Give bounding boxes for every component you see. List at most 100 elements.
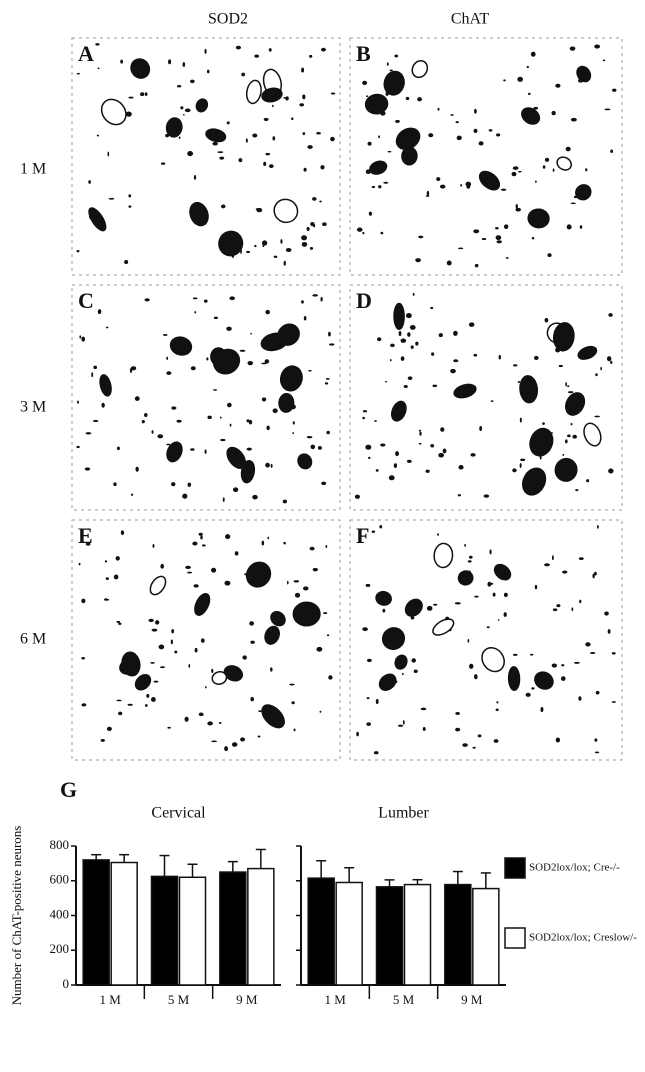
cell <box>507 666 521 692</box>
speck <box>319 710 322 713</box>
cell <box>381 627 406 650</box>
speck <box>481 238 487 241</box>
speck <box>407 332 411 337</box>
cell <box>261 704 285 729</box>
speck <box>182 62 186 68</box>
speck <box>438 452 445 458</box>
speck <box>170 639 173 645</box>
speck <box>301 235 308 241</box>
panel-letter: B <box>356 41 371 66</box>
speck <box>415 341 419 346</box>
cell <box>223 665 244 682</box>
cell <box>270 610 286 627</box>
speck <box>320 47 326 52</box>
speck <box>310 221 315 227</box>
speck <box>455 121 459 124</box>
speck <box>310 444 316 450</box>
cell <box>211 671 228 685</box>
speck <box>239 349 246 352</box>
speck <box>573 661 580 664</box>
cell <box>121 651 141 677</box>
speck <box>376 337 382 342</box>
speck <box>206 357 209 361</box>
cell <box>195 98 209 113</box>
speck <box>211 668 214 673</box>
speck <box>307 145 313 149</box>
speck <box>328 331 331 337</box>
speck <box>106 726 112 731</box>
speck <box>309 546 315 551</box>
speck <box>534 584 538 590</box>
speck <box>437 533 439 536</box>
speck <box>385 380 388 383</box>
speck <box>303 167 307 172</box>
panel-letter: C <box>78 288 94 313</box>
y-tick-label: 600 <box>50 872 70 887</box>
speck <box>467 560 472 563</box>
speck <box>120 530 125 536</box>
speck <box>544 563 550 567</box>
speck <box>533 355 539 361</box>
cell <box>189 201 209 227</box>
speck <box>462 743 468 747</box>
cell <box>493 563 512 581</box>
speck <box>293 728 296 732</box>
speck <box>428 133 434 138</box>
speck <box>468 555 473 559</box>
speck <box>200 535 203 540</box>
y-tick-label: 200 <box>50 941 70 956</box>
speck <box>455 727 461 732</box>
speck <box>193 174 197 180</box>
speck <box>272 408 278 414</box>
speck <box>144 92 148 96</box>
cell <box>130 58 151 79</box>
speck <box>570 422 573 426</box>
speck <box>496 240 502 244</box>
y-tick-label: 400 <box>50 906 70 921</box>
speck <box>325 544 328 549</box>
speck <box>247 361 254 366</box>
speck <box>570 117 577 122</box>
cell <box>212 348 241 375</box>
speck <box>326 430 330 435</box>
cell <box>261 87 283 103</box>
speck <box>203 299 208 303</box>
micrograph <box>71 37 341 276</box>
speck <box>289 683 295 686</box>
speck <box>531 236 535 240</box>
speck <box>579 599 582 604</box>
speck <box>282 499 288 504</box>
cell <box>134 673 152 691</box>
speck <box>489 549 492 555</box>
speck <box>218 721 222 725</box>
speck <box>177 84 182 88</box>
speck <box>308 369 312 372</box>
speck <box>526 65 529 69</box>
speck <box>81 336 86 342</box>
speck <box>611 701 616 703</box>
cell <box>395 127 421 150</box>
speck <box>166 371 172 375</box>
y-tick-label: 800 <box>50 837 70 852</box>
speck <box>283 541 286 545</box>
cell <box>149 575 167 596</box>
panel-letter: A <box>78 41 94 66</box>
speck <box>178 136 181 139</box>
cell <box>577 345 598 360</box>
speck <box>219 156 225 160</box>
speck <box>544 157 550 162</box>
speck <box>190 448 195 451</box>
speck <box>148 618 154 623</box>
speck <box>252 133 258 138</box>
bar <box>247 867 275 986</box>
speck <box>299 103 304 107</box>
speck <box>241 72 246 77</box>
speck <box>302 132 306 136</box>
cell <box>394 654 408 670</box>
speck <box>379 525 383 529</box>
speck <box>413 669 418 674</box>
speck <box>585 168 588 172</box>
speck <box>128 96 134 99</box>
speck <box>258 710 262 712</box>
cell <box>404 598 423 617</box>
